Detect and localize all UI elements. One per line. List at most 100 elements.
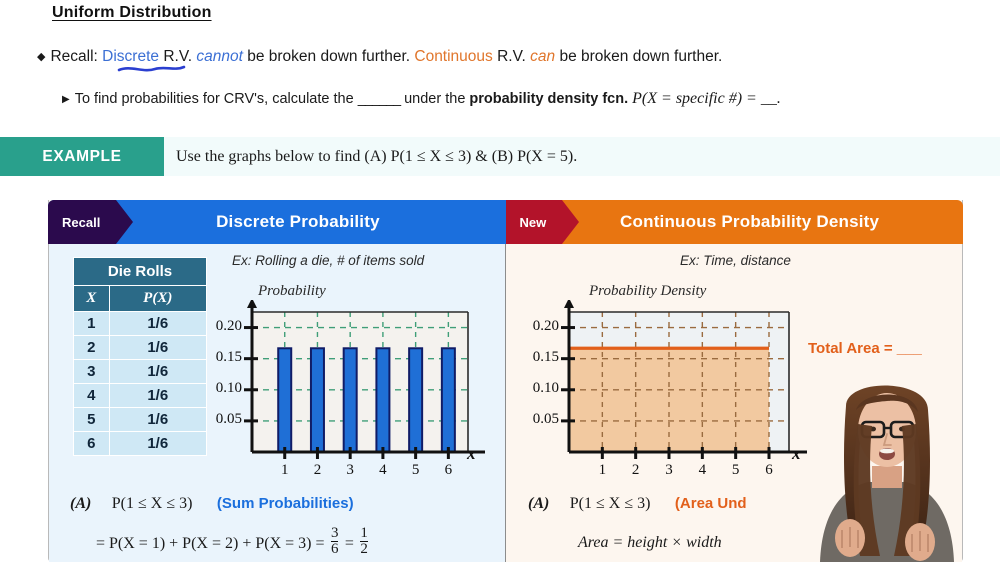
total-area-annotation: Total Area = ___ xyxy=(808,340,922,358)
cell-px: 1/6 xyxy=(108,407,208,432)
example-prompt-text: Use the graphs below to find (A) P(1 ≤ X… xyxy=(176,147,578,165)
table-row: 3 1/6 xyxy=(73,359,208,384)
left-answer-label: (A) xyxy=(70,495,92,512)
x-tick-label: 5 xyxy=(411,462,420,478)
example-prompt: Use the graphs below to find (A) P(1 ≤ X… xyxy=(176,137,577,176)
bullet-crv-pre: To find probabilities for CRV's, calcula… xyxy=(74,91,358,107)
bullet-crv-math: P(X = specific #) = __. xyxy=(632,90,781,107)
badge-recall: Recall xyxy=(48,200,134,244)
discrete-y-axis-label: Probability xyxy=(258,283,326,299)
x-tick-label: 2 xyxy=(631,462,640,478)
right-answer-label: (A) xyxy=(528,495,550,512)
handdrawn-underline-icon xyxy=(117,65,186,72)
x-tick-label: 2 xyxy=(313,462,322,478)
left-answer-line2: = P(X = 1) + P(X = 2) + P(X = 3) = 3 6 =… xyxy=(96,525,370,560)
keyword-discrete: Discrete xyxy=(102,48,160,65)
x-tick-label: 3 xyxy=(346,462,354,478)
header-continuous: New Continuous Probability Density xyxy=(505,200,963,244)
cell-x: 2 xyxy=(73,335,110,360)
x-tick-label: 3 xyxy=(665,462,673,478)
example-badge: EXAMPLE xyxy=(0,137,164,176)
x-tick-label: 6 xyxy=(444,462,453,478)
y-tick-label: 0.10 xyxy=(215,379,242,396)
table-title-row: Die Rolls xyxy=(73,257,207,286)
cell-px: 1/6 xyxy=(108,359,208,384)
y-tick-label: 0.20 xyxy=(215,317,242,334)
y-tick-label: 0.15 xyxy=(532,348,559,365)
x-tick-label: 6 xyxy=(765,462,773,478)
header-discrete-title: Discrete Probability xyxy=(216,212,380,231)
bullet-recall-mid1: R.V. xyxy=(159,48,197,65)
keyword-continuous: Continuous xyxy=(414,48,493,65)
panel-headers: Recall Discrete Probability New Continuo… xyxy=(48,200,963,244)
left-answer-equals: = xyxy=(344,535,354,553)
fraction-three-sixths: 3 6 xyxy=(330,525,339,558)
cell-x: 1 xyxy=(73,311,110,336)
presenter-video-overlay xyxy=(806,370,966,562)
x-tick-label: 4 xyxy=(698,462,707,478)
table-row: 5 1/6 xyxy=(73,407,208,432)
right-answer-tag: (Area Und xyxy=(674,495,747,512)
fraction-denominator: 2 xyxy=(360,541,368,558)
cell-x: 4 xyxy=(73,383,110,408)
cell-x: 3 xyxy=(73,359,110,384)
page-title: Uniform Distribution xyxy=(52,4,212,21)
header-continuous-title: Continuous Probability Density xyxy=(620,212,880,231)
bullet-crv-mid: under the xyxy=(400,91,470,107)
bullet-crv-bold: probability density fcn. xyxy=(469,91,629,107)
x-tick-label: 1 xyxy=(280,462,289,478)
left-answer-expression: = P(X = 1) + P(X = 2) + P(X = 3) = xyxy=(96,535,325,553)
y-tick-label: 0.05 xyxy=(532,410,559,427)
bullet-recall-mid3: R.V. xyxy=(492,48,531,65)
table-header-row: X P(X) xyxy=(73,285,208,312)
diamond-bullet-icon: ◆ xyxy=(37,51,46,63)
right-answer-line1: (A) P(1 ≤ X ≤ 3) (Area Und xyxy=(528,495,747,513)
y-tick-label: 0.20 xyxy=(532,317,559,334)
cell-px: 1/6 xyxy=(108,311,208,336)
cell-px: 1/6 xyxy=(108,383,208,408)
header-discrete: Recall Discrete Probability xyxy=(48,200,506,244)
bullet-recall-mid2: be broken down further. xyxy=(242,48,415,65)
table-row: 6 1/6 xyxy=(73,431,208,456)
bullet-crv-blank: ______ xyxy=(357,91,401,107)
badge-new: New xyxy=(505,200,579,244)
x-tick-label: 4 xyxy=(379,462,387,478)
continuous-y-axis-label: Probability Density xyxy=(589,283,707,299)
table-row: 4 1/6 xyxy=(73,383,208,408)
emphasis-cannot: cannot xyxy=(196,48,243,65)
continuous-x-axis-label: x xyxy=(792,444,801,463)
fraction-denominator: 6 xyxy=(330,541,339,558)
triangle-bullet-icon: ▶ xyxy=(62,94,70,105)
x-tick-label: 5 xyxy=(731,462,740,478)
cell-x: 6 xyxy=(73,431,110,456)
fraction-numerator: 1 xyxy=(360,525,368,541)
table-title: Die Rolls xyxy=(73,257,207,286)
table-row: 1 1/6 xyxy=(73,311,208,336)
cell-x: 5 xyxy=(73,407,110,432)
die-rolls-table: Die Rolls X P(X) 1 1/6 2 1/6 3 1/6 4 1/6… xyxy=(73,257,208,456)
discrete-probability-chart xyxy=(244,300,485,459)
left-answer-line1: (A) P(1 ≤ X ≤ 3) (Sum Probabilities) xyxy=(70,495,354,513)
x-tick-label: 1 xyxy=(598,462,607,478)
cell-px: 1/6 xyxy=(108,431,208,456)
emphasis-can: can xyxy=(530,48,556,65)
table-row: 2 1/6 xyxy=(73,335,208,360)
total-area-label: Total Area = ___ xyxy=(808,340,922,357)
fraction-numerator: 3 xyxy=(330,525,339,541)
discrete-chart-caption: Ex: Rolling a die, # of items sold xyxy=(232,253,425,268)
continuous-chart-caption: Ex: Time, distance xyxy=(680,253,791,268)
bullet-crv: ▶ To find probabilities for CRV's, calcul… xyxy=(62,90,781,108)
example-band xyxy=(0,137,1000,176)
continuous-density-chart xyxy=(561,300,807,459)
right-answer-line2: Area = height × width xyxy=(578,534,722,552)
y-tick-label: 0.15 xyxy=(215,348,242,365)
bullet-recall-pre: Recall: xyxy=(50,48,103,65)
y-tick-label: 0.10 xyxy=(532,379,559,396)
cell-px: 1/6 xyxy=(108,335,208,360)
discrete-x-axis-label: x xyxy=(467,444,476,463)
area-formula: Area = height × width xyxy=(578,534,722,551)
table-header-px: P(X) xyxy=(108,285,208,312)
fraction-one-half: 1 2 xyxy=(360,525,368,558)
left-answer-prob: P(1 ≤ X ≤ 3) xyxy=(111,495,193,512)
